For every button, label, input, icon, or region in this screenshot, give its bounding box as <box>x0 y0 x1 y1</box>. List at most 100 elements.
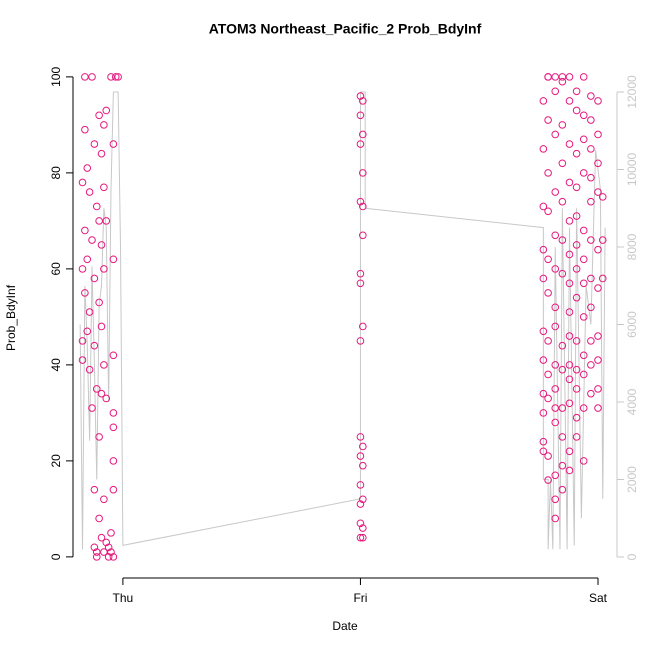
point <box>539 389 548 398</box>
point <box>544 337 552 345</box>
point <box>551 188 560 196</box>
point <box>572 241 581 249</box>
point <box>587 274 595 283</box>
point <box>104 553 113 561</box>
point <box>544 289 552 297</box>
point <box>78 337 87 345</box>
point <box>572 212 581 220</box>
point <box>78 265 87 273</box>
point <box>356 452 365 460</box>
point <box>587 145 595 153</box>
point <box>107 529 115 537</box>
point <box>594 130 602 139</box>
point <box>579 135 588 144</box>
point <box>114 73 122 81</box>
point <box>109 351 118 360</box>
y2-tick-label: 10000 <box>625 152 639 186</box>
point <box>572 433 581 441</box>
point <box>90 341 99 350</box>
point <box>83 164 92 172</box>
point <box>81 289 89 297</box>
point <box>587 337 595 345</box>
point <box>92 385 101 393</box>
point <box>558 485 567 494</box>
point <box>100 495 108 504</box>
point <box>85 308 94 316</box>
point <box>356 519 365 528</box>
point <box>579 255 588 264</box>
point <box>587 303 595 312</box>
point <box>111 73 120 81</box>
point <box>356 433 365 441</box>
point <box>551 404 560 412</box>
y2-tick-label: 4000 <box>625 388 639 415</box>
point <box>579 226 588 235</box>
y2-tick-label: 12000 <box>625 75 639 109</box>
point <box>109 140 118 148</box>
point <box>359 524 367 532</box>
point <box>558 341 567 350</box>
series-line <box>79 91 606 550</box>
point <box>356 111 365 120</box>
point <box>594 332 602 340</box>
point <box>95 433 103 441</box>
point <box>544 370 552 379</box>
point <box>102 217 111 225</box>
point <box>551 87 560 96</box>
point <box>356 337 365 345</box>
point <box>95 514 103 523</box>
point <box>587 361 595 369</box>
point <box>558 269 567 278</box>
point <box>539 145 548 153</box>
point <box>78 178 87 187</box>
point <box>88 73 96 81</box>
point <box>565 375 574 384</box>
point <box>356 279 365 288</box>
point <box>565 447 574 456</box>
point <box>558 433 567 441</box>
point <box>587 116 595 124</box>
point <box>587 389 595 398</box>
x-tick-label: Fri <box>353 591 367 605</box>
point <box>356 140 365 148</box>
point <box>88 404 96 412</box>
point <box>100 183 108 192</box>
point <box>356 533 365 542</box>
point <box>359 533 367 542</box>
point <box>109 457 118 465</box>
y-tick-label: 80 <box>49 166 63 180</box>
point <box>551 385 560 393</box>
point <box>544 73 552 81</box>
point <box>565 178 574 187</box>
point <box>539 356 548 364</box>
point <box>356 500 365 508</box>
point <box>551 73 560 81</box>
y-tick-label: 60 <box>49 262 63 276</box>
chart-title: ATOM3 Northeast_Pacific_2 Prob_BdyInf <box>209 21 482 37</box>
point <box>81 226 89 235</box>
point <box>551 303 560 312</box>
point <box>539 409 548 417</box>
y2-tick-label: 8000 <box>625 233 639 260</box>
point <box>85 365 94 374</box>
point <box>544 207 552 216</box>
point <box>90 140 99 148</box>
point <box>107 73 115 81</box>
point <box>551 130 560 139</box>
point <box>594 188 602 196</box>
point <box>97 241 106 249</box>
point <box>551 418 560 427</box>
point <box>551 514 560 523</box>
point <box>100 265 108 273</box>
point <box>551 265 560 273</box>
y-tick-label: 20 <box>49 454 63 468</box>
point <box>95 217 103 225</box>
point <box>356 269 365 278</box>
y-tick-label: 40 <box>49 358 63 372</box>
x-tick-label: Thu <box>113 591 134 605</box>
point <box>359 442 367 451</box>
point <box>572 149 581 158</box>
point <box>594 404 602 412</box>
point <box>579 73 588 81</box>
